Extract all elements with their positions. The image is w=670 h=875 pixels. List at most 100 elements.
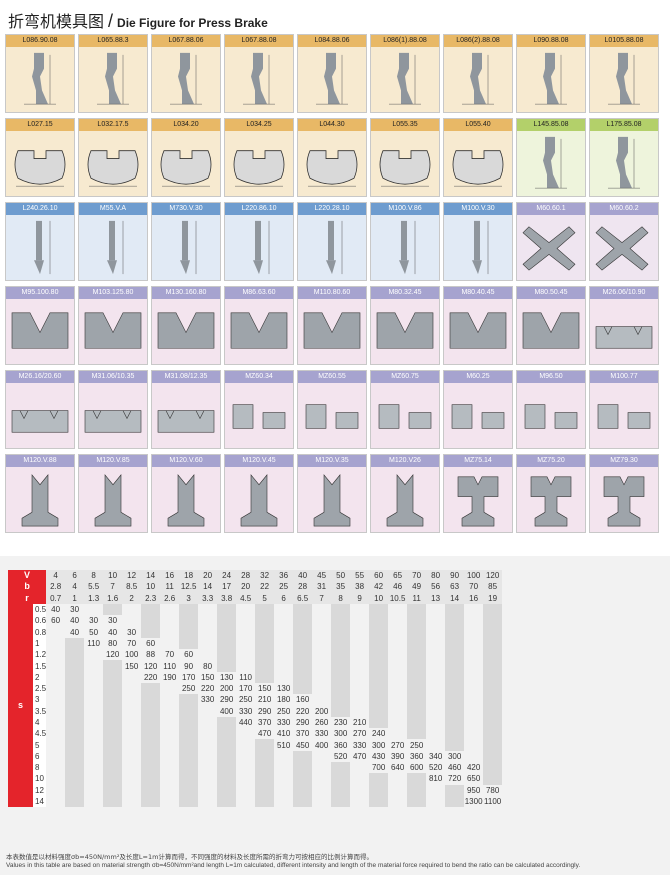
catalog-row: L027.15 L032.17.5 L034.20 L034.25 L044.30 L05…	[5, 118, 665, 197]
die-drawing	[590, 299, 658, 364]
r-header: r	[8, 592, 47, 604]
thickness-value: 3	[33, 694, 47, 706]
table-row: 8 700 640 600 520 460 420	[8, 762, 503, 774]
die-drawing	[6, 467, 74, 532]
die-card: L145.85.08	[516, 118, 586, 197]
die-code: M96.50	[517, 371, 585, 383]
table-cell: 56	[426, 581, 446, 593]
table-cell: 11	[160, 581, 180, 593]
die-drawing	[371, 383, 439, 448]
die-card: MZ60.55	[297, 370, 367, 449]
table-cell: 12	[122, 570, 142, 582]
die-code: M95.100.80	[6, 287, 74, 299]
table-cell	[84, 672, 103, 683]
die-card: M80.32.45	[370, 286, 440, 365]
thickness-value: 1	[33, 637, 47, 650]
die-drawing	[590, 131, 658, 196]
table-row: s 0.5 40 30	[8, 603, 503, 808]
table-cell	[122, 796, 141, 807]
thickness-value: 1.5	[33, 660, 47, 672]
die-card: MZ60.75	[370, 370, 440, 449]
table-cell	[179, 750, 199, 763]
table-cell	[103, 671, 123, 683]
die-drawing	[79, 467, 147, 532]
table-cell	[103, 750, 123, 763]
table-cell	[46, 739, 65, 750]
table-cell	[160, 739, 179, 750]
die-code: L0105.88.08	[590, 35, 658, 47]
die-card: M60.60.2	[589, 202, 659, 281]
table-cell: 40	[293, 570, 313, 582]
die-profile-icon	[608, 52, 640, 105]
table-cell: 60	[51, 616, 61, 626]
table-cell	[255, 750, 275, 763]
die-profile-icon	[535, 52, 567, 105]
die-code: L065.88.3	[79, 35, 147, 47]
table-cell: 600	[409, 763, 424, 773]
table-cell	[464, 717, 483, 728]
die-profile-icon	[316, 52, 348, 105]
table-cell	[293, 660, 313, 672]
table-cell	[293, 615, 313, 627]
table-cell	[445, 705, 465, 717]
table-cell	[65, 649, 85, 661]
table-cell	[179, 705, 199, 717]
table-cell	[426, 672, 445, 683]
table-cell	[255, 773, 275, 785]
table-cell	[46, 626, 65, 637]
table-cell	[65, 705, 85, 717]
die-code: M26.16/20.60	[6, 371, 74, 383]
table-cell	[369, 649, 389, 661]
table-cell: 28	[236, 570, 256, 582]
table-cell: 12.5	[179, 581, 199, 593]
thickness-value: 6	[33, 750, 47, 763]
table-cell: 950	[466, 785, 481, 795]
table-cell	[160, 615, 179, 626]
die-profile-icon	[378, 404, 432, 429]
table-cell	[426, 706, 445, 717]
table-cell	[179, 626, 199, 638]
table-cell	[255, 795, 275, 808]
table-cell: 220	[200, 684, 215, 694]
die-card: M100.V.86	[370, 202, 440, 281]
table-cell	[65, 784, 85, 796]
die-card: M100.77	[589, 370, 659, 449]
table-cell	[141, 682, 161, 695]
table-cell	[217, 637, 237, 650]
die-profile-icon	[180, 220, 197, 275]
table-cell: 8.5	[122, 581, 142, 593]
table-cell	[388, 717, 407, 728]
die-drawing	[152, 47, 220, 112]
die-code: L027.15	[6, 119, 74, 131]
table-cell: 330	[200, 695, 215, 705]
die-card: L067.88.08	[224, 34, 294, 113]
table-cell: 250	[238, 695, 253, 705]
die-card: L027.15	[5, 118, 75, 197]
table-row: 4.5 470 410 370 330 300 270 240	[8, 728, 503, 740]
table-cell	[464, 739, 483, 750]
table-cell	[141, 716, 161, 729]
die-profile-icon	[170, 52, 202, 105]
die-profile-icon	[230, 312, 288, 349]
table-cell: 20	[198, 570, 218, 582]
table-cell: 640	[390, 763, 405, 773]
table-cell	[103, 603, 123, 616]
table-cell	[369, 694, 389, 706]
die-profile-icon	[530, 476, 572, 527]
table-cell: 190	[162, 672, 177, 682]
table-row: 0.6 60 40 30 30	[8, 615, 503, 627]
table-cell: 1300	[464, 797, 483, 807]
table-cell	[103, 795, 123, 808]
die-code: L175.85.08	[590, 119, 658, 131]
table-cell	[122, 672, 141, 683]
table-cell	[274, 751, 293, 762]
s-header: s	[8, 603, 33, 808]
table-cell	[350, 672, 369, 683]
die-drawing	[590, 47, 658, 112]
table-cell	[388, 615, 407, 626]
die-profile-icon	[306, 150, 358, 187]
die-card: M95.100.80	[5, 286, 75, 365]
table-cell: 5	[255, 592, 275, 604]
table-cell: 17	[217, 581, 237, 593]
table-row: 0.8 40 50 40 30	[8, 626, 503, 638]
